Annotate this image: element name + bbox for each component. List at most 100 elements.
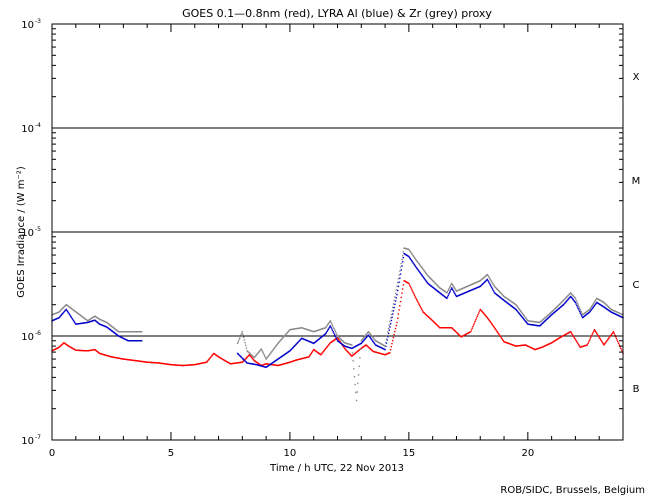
data-point: [593, 328, 596, 331]
data-point: [408, 284, 411, 286]
data-point: [598, 336, 600, 338]
data-point: [410, 259, 412, 261]
data-point: [474, 282, 476, 284]
data-point: [418, 303, 420, 305]
data-point: [489, 321, 491, 323]
data-point: [282, 337, 284, 339]
data-point: [484, 275, 486, 278]
data-point: [275, 364, 277, 366]
data-point: [506, 298, 509, 300]
data-point: [362, 340, 364, 343]
data-point: [497, 289, 499, 291]
data-point: [458, 294, 461, 296]
data-point: [604, 303, 607, 305]
data-point: [382, 348, 385, 350]
data-point: [211, 354, 214, 356]
data-point: [418, 262, 420, 265]
data-point: [237, 353, 240, 355]
data-point: [397, 313, 400, 315]
data-point: [222, 358, 224, 361]
data-point: [264, 356, 267, 359]
data-point: [237, 362, 239, 364]
data-point: [590, 335, 593, 337]
data-point: [123, 337, 125, 340]
data-point: [400, 262, 402, 265]
data-point: [283, 335, 286, 337]
data-point: [582, 316, 584, 318]
data-point: [592, 306, 594, 308]
data-point: [346, 346, 348, 348]
data-point: [601, 341, 604, 344]
data-point: [524, 344, 527, 346]
data-point: [466, 285, 468, 288]
data-point: [85, 350, 87, 352]
data-point: [59, 315, 62, 317]
data-point: [101, 324, 103, 326]
data-point: [298, 340, 300, 342]
data-point: [340, 342, 342, 345]
data-point: [323, 349, 326, 351]
data-point: [90, 320, 92, 322]
data-point: [480, 309, 482, 311]
data-point: [526, 319, 528, 321]
data-point: [461, 335, 464, 337]
data-point: [137, 331, 139, 333]
data-point: [537, 347, 540, 350]
data-point: [602, 301, 604, 303]
data-point: [376, 340, 378, 343]
data-point: [296, 342, 298, 345]
data-point: [74, 322, 76, 324]
data-point: [594, 330, 596, 332]
data-point: [381, 353, 383, 355]
data-point: [609, 308, 612, 310]
y-tick-label: 10: [21, 436, 34, 447]
data-point: [460, 293, 462, 296]
data-point: [133, 359, 136, 362]
data-point: [57, 311, 60, 314]
data-point: [456, 331, 458, 334]
data-point: [275, 359, 277, 362]
data-point: [370, 334, 372, 337]
data-point: [53, 319, 55, 321]
data-point: [356, 344, 358, 347]
data-point: [75, 349, 77, 351]
data-point: [280, 339, 282, 341]
data-point: [523, 344, 525, 346]
data-point: [77, 312, 79, 314]
data-point: [337, 338, 339, 340]
data-point: [510, 300, 512, 302]
data-point: [591, 308, 593, 310]
data-point: [288, 329, 290, 332]
data-point: [355, 351, 357, 354]
data-point: [586, 313, 588, 315]
data-point: [557, 338, 559, 340]
data-point: [578, 309, 580, 311]
data-point: [332, 340, 334, 342]
data-point: [419, 264, 421, 267]
credit-text: ROB/SIDC, Brussels, Belgium: [500, 485, 645, 496]
data-point: [470, 331, 472, 333]
data-point: [453, 329, 455, 331]
data-point: [239, 335, 241, 338]
data-point: [609, 335, 612, 337]
data-point: [453, 290, 455, 293]
data-point: [120, 336, 122, 338]
data-point: [308, 356, 310, 358]
data-point: [591, 304, 594, 306]
data-point: [59, 310, 61, 313]
data-point: [541, 346, 543, 348]
data-point: [453, 286, 455, 288]
data-point: [411, 252, 413, 255]
data-point: [520, 314, 522, 317]
data-point: [271, 364, 274, 366]
data-point: [73, 309, 75, 312]
data-point: [331, 324, 334, 327]
data-point: [136, 340, 139, 342]
data-point: [78, 322, 80, 325]
data-point: [326, 325, 328, 327]
data-point: [441, 293, 443, 296]
data-point: [278, 341, 281, 343]
data-point: [526, 344, 528, 347]
data-point: [322, 351, 324, 353]
data-point: [436, 324, 439, 327]
